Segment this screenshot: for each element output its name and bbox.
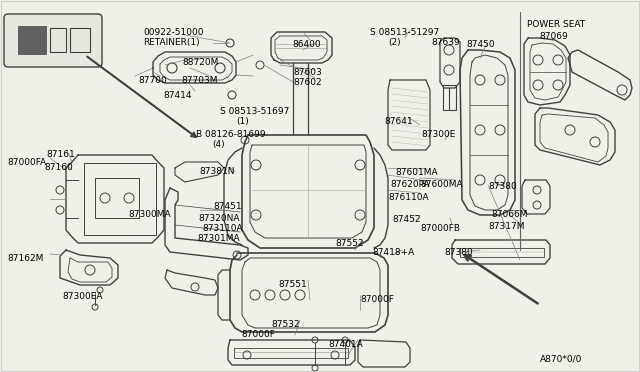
Text: A870*0/0: A870*0/0 [540,354,582,363]
Text: 87162M: 87162M [7,254,44,263]
Text: 87000FB: 87000FB [420,224,460,233]
Text: (2): (2) [388,38,401,47]
FancyBboxPatch shape [4,14,102,67]
Text: (4): (4) [212,140,225,149]
Bar [70,28,90,52]
Text: 87380: 87380 [444,248,473,257]
Text: S 08513-51297: S 08513-51297 [370,28,439,37]
Text: 87603: 87603 [293,68,322,77]
Text: 87381N: 87381N [199,167,234,176]
Text: 87000FA: 87000FA [7,158,46,167]
Bar [50,28,66,52]
Text: 87160: 87160 [44,163,73,172]
Text: 876110A: 876110A [388,193,429,202]
Text: 87301MA: 87301MA [197,234,239,243]
Text: 87000F: 87000F [360,295,394,304]
Text: 87551: 87551 [278,280,307,289]
Text: 87450: 87450 [466,40,495,49]
Text: 87401A: 87401A [328,340,363,349]
Text: 87602: 87602 [293,78,322,87]
Text: 87317M: 87317M [488,222,525,231]
Text: POWER SEAT: POWER SEAT [527,20,585,29]
Text: 87601MA: 87601MA [395,168,438,177]
Text: 87161: 87161 [46,150,75,159]
Text: 87552: 87552 [335,239,364,248]
Text: 88720M: 88720M [182,58,218,67]
Text: RETAINER(1): RETAINER(1) [143,38,200,47]
Text: 87414: 87414 [163,91,191,100]
Text: 87300EA: 87300EA [62,292,102,301]
Text: 87639: 87639 [431,38,460,47]
Bar [95,178,139,218]
Text: 87703M: 87703M [181,76,218,85]
Text: 87069: 87069 [539,32,568,41]
Text: 87000F: 87000F [241,330,275,339]
Text: 87320NA: 87320NA [198,214,239,223]
Text: B 08126-81699: B 08126-81699 [196,130,266,139]
Bar [443,85,456,110]
Text: 87300MA: 87300MA [128,210,171,219]
Text: 87451: 87451 [213,202,242,211]
Bar [18,26,46,54]
Text: 00922-51000: 00922-51000 [143,28,204,37]
Text: 873110A: 873110A [202,224,243,233]
Text: 86400: 86400 [292,40,321,49]
Text: (1): (1) [236,117,249,126]
Text: S 08513-51697: S 08513-51697 [220,107,289,116]
Text: 87700: 87700 [138,76,167,85]
Text: 87418+A: 87418+A [372,248,414,257]
Text: 87641: 87641 [384,117,413,126]
Text: 87620PA: 87620PA [390,180,429,189]
Text: 87380: 87380 [488,182,516,191]
Text: 87532: 87532 [271,320,300,329]
Text: 87300E: 87300E [421,130,456,139]
Text: 87600MA: 87600MA [420,180,463,189]
Text: 87452: 87452 [392,215,420,224]
Text: 87066M: 87066M [491,210,527,219]
